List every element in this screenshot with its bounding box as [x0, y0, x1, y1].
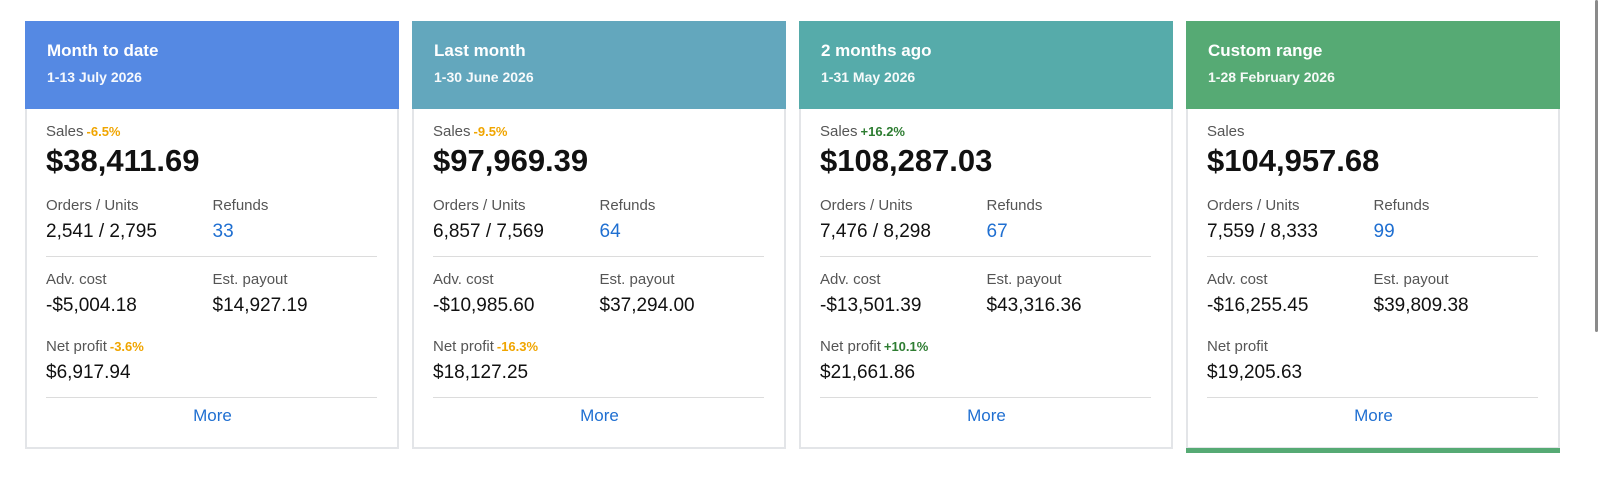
- adv-cost-label: Adv. cost: [820, 271, 881, 288]
- divider: [46, 397, 377, 398]
- more-link[interactable]: More: [193, 406, 232, 425]
- adv-cost-value: -$16,255.45: [1207, 295, 1309, 316]
- refunds-label: Refunds: [1373, 197, 1430, 214]
- sales-label: Sales: [1207, 123, 1245, 140]
- adv-cost-value: -$10,985.60: [433, 295, 535, 316]
- card-date-range: 1-28 February 2026: [1208, 69, 1335, 85]
- card-title: Custom range: [1208, 41, 1323, 60]
- divider: [433, 397, 764, 398]
- adv-cost-label: Adv. cost: [46, 271, 107, 288]
- sales-change-badge: -6.5%: [86, 124, 121, 139]
- period-card-last-month[interactable]: Last month 1-30 June 2026 Sales -9.5% $97…: [412, 21, 786, 449]
- est-payout-value: $43,316.36: [986, 295, 1082, 316]
- sales-label: Sales: [820, 123, 858, 140]
- est-payout-value: $39,809.38: [1373, 295, 1469, 316]
- refunds-link[interactable]: 33: [212, 221, 234, 242]
- more-link[interactable]: More: [580, 406, 619, 425]
- selected-indicator-bar: [1186, 448, 1560, 453]
- refunds-link[interactable]: 99: [1373, 221, 1395, 242]
- divider: [46, 256, 377, 257]
- card-date-range: 1-13 July 2026: [47, 69, 142, 85]
- orders-units-value: 7,476 / 8,298: [820, 221, 931, 242]
- net-profit-label: Net profit: [1207, 338, 1268, 355]
- est-payout-label: Est. payout: [1373, 271, 1449, 288]
- net-profit-label: Net profit: [433, 338, 494, 355]
- more-link[interactable]: More: [967, 406, 1006, 425]
- orders-units-value: 7,559 / 8,333: [1207, 221, 1318, 242]
- period-card-month-to-date[interactable]: Month to date 1-13 July 2026 Sales -6.5% …: [25, 21, 399, 449]
- period-cards: Month to date 1-13 July 2026 Sales -6.5% …: [25, 21, 1560, 453]
- net-profit-value: $6,917.94: [46, 362, 131, 383]
- divider: [820, 397, 1151, 398]
- adv-cost-label: Adv. cost: [1207, 271, 1268, 288]
- refunds-label: Refunds: [212, 197, 269, 214]
- est-payout-value: $14,927.19: [212, 295, 308, 316]
- adv-cost-label: Adv. cost: [433, 271, 494, 288]
- divider: [433, 256, 764, 257]
- refunds-label: Refunds: [599, 197, 656, 214]
- divider: [1207, 397, 1538, 398]
- period-card-custom-range[interactable]: Custom range 1-28 February 2026 Sales $1…: [1186, 21, 1560, 453]
- refunds-link[interactable]: 64: [599, 221, 621, 242]
- sales-value: $104,957.68: [1207, 143, 1380, 178]
- est-payout-label: Est. payout: [599, 271, 675, 288]
- sales-value: $38,411.69: [46, 143, 200, 178]
- orders-units-value: 2,541 / 2,795: [46, 221, 157, 242]
- orders-units-label: Orders / Units: [46, 197, 139, 214]
- sales-value: $108,287.03: [820, 143, 993, 178]
- card-date-range: 1-31 May 2026: [821, 69, 916, 85]
- card-header[interactable]: Month to date 1-13 July 2026: [25, 21, 399, 109]
- card-title: Last month: [434, 41, 526, 60]
- sales-change-badge: +16.2%: [860, 124, 905, 139]
- adv-cost-value: -$13,501.39: [820, 295, 922, 316]
- period-card-2-months-ago[interactable]: 2 months ago 1-31 May 2026 Sales +16.2% $…: [799, 21, 1173, 449]
- card-date-range: 1-30 June 2026: [434, 69, 534, 85]
- net-profit-value: $21,661.86: [820, 362, 916, 383]
- page-scrollbar[interactable]: [1595, 0, 1598, 332]
- est-payout-value: $37,294.00: [599, 295, 695, 316]
- net-profit-change-badge: +10.1%: [883, 339, 929, 354]
- more-link[interactable]: More: [1354, 406, 1393, 425]
- refunds-link[interactable]: 67: [986, 221, 1008, 242]
- card-header[interactable]: 2 months ago 1-31 May 2026: [799, 21, 1173, 109]
- est-payout-label: Est. payout: [986, 271, 1062, 288]
- card-header[interactable]: Custom range 1-28 February 2026: [1186, 21, 1560, 109]
- net-profit-label: Net profit: [820, 338, 881, 355]
- net-profit-value: $18,127.25: [433, 362, 529, 383]
- adv-cost-value: -$5,004.18: [46, 295, 137, 316]
- divider: [820, 256, 1151, 257]
- net-profit-change-badge: -16.3%: [496, 339, 539, 354]
- sales-label: Sales: [433, 123, 471, 140]
- sales-value: $97,969.39: [433, 143, 589, 178]
- divider: [1207, 256, 1538, 257]
- est-payout-label: Est. payout: [212, 271, 288, 288]
- net-profit-label: Net profit: [46, 338, 107, 355]
- card-title: 2 months ago: [821, 41, 932, 60]
- orders-units-label: Orders / Units: [433, 197, 526, 214]
- refunds-label: Refunds: [986, 197, 1043, 214]
- sales-change-badge: -9.5%: [473, 124, 508, 139]
- net-profit-value: $19,205.63: [1207, 362, 1303, 383]
- net-profit-change-badge: -3.6%: [109, 339, 144, 354]
- orders-units-label: Orders / Units: [1207, 197, 1300, 214]
- orders-units-label: Orders / Units: [820, 197, 913, 214]
- card-title: Month to date: [47, 41, 159, 60]
- sales-label: Sales: [46, 123, 84, 140]
- orders-units-value: 6,857 / 7,569: [433, 221, 544, 242]
- card-header[interactable]: Last month 1-30 June 2026: [412, 21, 786, 109]
